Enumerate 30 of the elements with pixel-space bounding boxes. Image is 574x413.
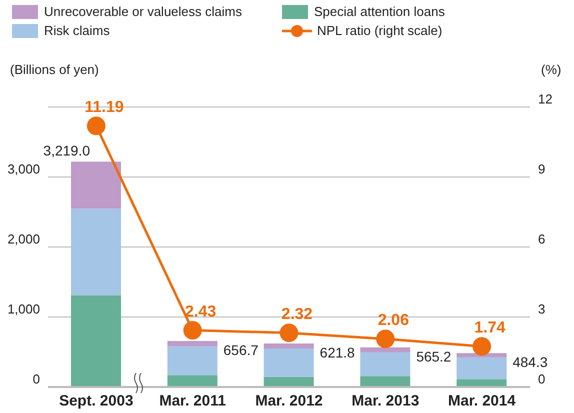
- total-label: 565.2: [416, 348, 452, 364]
- legend-label: Risk claims: [44, 23, 110, 38]
- total-label: 656.7: [223, 342, 259, 358]
- data-label: 1.74: [474, 319, 506, 336]
- data-label: 11.19: [84, 98, 124, 116]
- total-label: 3,219.0: [43, 142, 90, 159]
- x-tick-label: Mar. 2013: [352, 392, 420, 410]
- x-tick-label: Mar. 2011: [159, 392, 226, 410]
- x-tick-label: Sept. 2003: [59, 392, 134, 410]
- y2-tick-label: 3: [538, 302, 546, 317]
- data-label: 2.06: [378, 312, 410, 329]
- x-tick-label: Mar. 2012: [255, 392, 323, 410]
- y2-tick-label: 12: [538, 92, 552, 107]
- y-tick-label: 0: [32, 372, 40, 387]
- data-label: 2.32: [281, 306, 313, 323]
- legend-label: Special attention loans: [314, 4, 445, 19]
- legend-label: NPL ratio (right scale): [317, 23, 442, 38]
- legend-label: Unrecoverable or valueless claims: [44, 4, 242, 19]
- y-tick-label: 2,000: [7, 232, 40, 247]
- y-tick-label: 3,000: [7, 162, 40, 177]
- total-label: 484.3: [512, 354, 548, 370]
- y2-axis-title: (%): [541, 62, 562, 77]
- x-tick-label: Mar. 2014: [448, 392, 516, 410]
- y-tick-label: 1,000: [7, 302, 40, 317]
- y2-tick-label: 9: [538, 162, 546, 177]
- y-axis-title: (Billions of yen): [10, 62, 99, 77]
- total-label: 621.8: [320, 344, 356, 360]
- y2-tick-label: 0: [538, 372, 546, 387]
- data-label: 2.43: [185, 303, 216, 320]
- y2-tick-label: 6: [538, 232, 546, 247]
